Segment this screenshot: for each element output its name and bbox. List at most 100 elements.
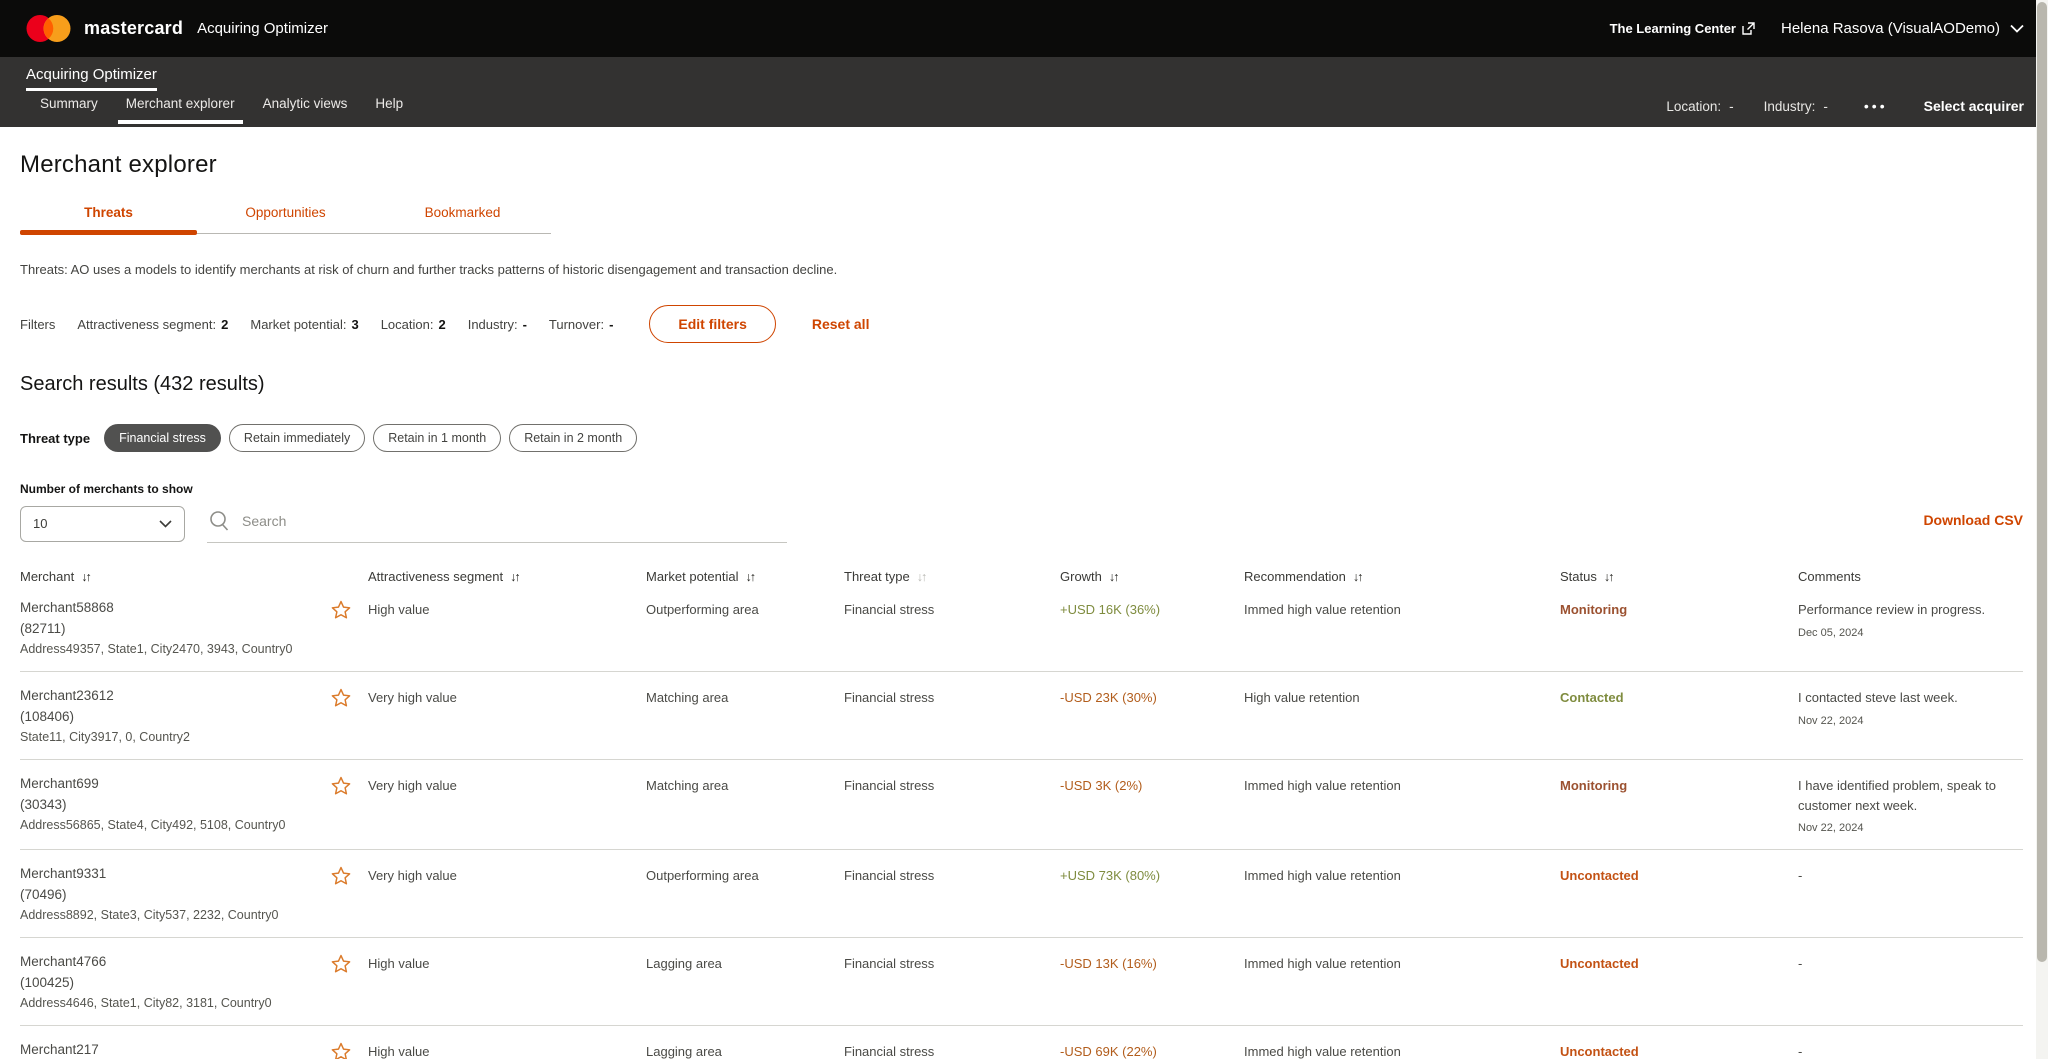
- filter-item-label: Location:: [380, 316, 434, 332]
- threat-type-chip[interactable]: Retain in 1 month: [373, 424, 502, 452]
- merchant-name: Merchant217: [20, 1042, 99, 1058]
- threat-type-chip[interactable]: Financial stress: [104, 424, 221, 452]
- download-csv-link[interactable]: Download CSV: [1923, 512, 2023, 528]
- filter-item-label: Industry:: [467, 316, 518, 332]
- merchant-address: Address4646, State1, City82, 3181, Count…: [20, 996, 272, 1010]
- threat-type-chips: Financial stress Retain immediately Retain…: [104, 424, 645, 452]
- status-cell: Uncontacted: [1560, 1044, 1639, 1059]
- sub-nav-row: Summary Merchant explorer Analytic views He…: [26, 91, 2024, 124]
- filter-item-label: Attractiveness segment:: [77, 316, 217, 332]
- column-header-recommendation[interactable]: Recommendation ↓↑: [1244, 569, 1560, 584]
- bookmark-star-icon[interactable]: [330, 686, 368, 712]
- status-cell: Uncontacted: [1560, 867, 1639, 883]
- nav-item-summary[interactable]: Summary: [40, 96, 98, 111]
- merchant-cell: Merchant58868 (82711) Address49357, Stat…: [20, 598, 330, 659]
- vertical-scrollbar-thumb[interactable]: [2037, 2, 2047, 962]
- comment-text: -: [1798, 1044, 1803, 1059]
- market-potential-cell: Matching area: [646, 690, 729, 706]
- comment-text: I have identified problem, speak to cust…: [1798, 778, 1997, 813]
- learning-center-link[interactable]: The Learning Center: [1610, 21, 1755, 36]
- tab-threats[interactable]: Threats: [20, 205, 197, 235]
- column-header-status[interactable]: Status ↓↑: [1560, 569, 1798, 584]
- market-potential-cell: Matching area: [646, 778, 729, 794]
- sort-icon: ↓↑: [1108, 569, 1119, 584]
- filter-item-value: -: [522, 316, 527, 332]
- tab-opportunities[interactable]: Opportunities: [245, 205, 326, 220]
- column-header-market-potential[interactable]: Market potential ↓↑: [646, 569, 844, 584]
- threat-type-cell: Financial stress: [844, 1044, 935, 1059]
- merchant-cell: Merchant23612 (108406) State11, City3917…: [20, 686, 330, 747]
- threat-type-chip[interactable]: Retain in 2 month: [509, 424, 638, 452]
- filters-label: Filters: [20, 316, 56, 332]
- sort-icon: ↓↑: [81, 569, 91, 584]
- select-acquirer-button[interactable]: Select acquirer: [1923, 98, 2024, 114]
- merchant-id: (70496): [20, 886, 67, 902]
- edit-filters-button[interactable]: Edit filters: [649, 305, 776, 343]
- context-industry: Industry: -: [1763, 98, 1828, 114]
- comment-text: -: [1798, 956, 1803, 972]
- bookmark-star-icon[interactable]: [330, 774, 368, 800]
- merchant-id: (82711): [20, 620, 66, 636]
- search-results-heading: Search results (432 results): [20, 373, 265, 395]
- merchant-address: Address56865, State4, City492, 5108, Cou…: [20, 818, 286, 833]
- market-potential-cell: Outperforming area: [646, 867, 759, 883]
- merchant-id: (30343): [20, 797, 67, 813]
- learning-center-label: The Learning Center: [1609, 21, 1736, 36]
- column-header-label: Market potential: [646, 569, 739, 584]
- attractiveness-cell: High value: [368, 956, 430, 972]
- bookmark-star-icon[interactable]: [330, 1040, 368, 1059]
- merchant-name: Merchant58868: [20, 600, 114, 615]
- column-header-merchant[interactable]: Merchant ↓↑: [20, 569, 330, 584]
- column-header-label: Growth: [1060, 569, 1102, 584]
- recommendation-cell: Immed high value retention: [1244, 602, 1401, 617]
- vertical-scrollbar-track[interactable]: [2036, 0, 2048, 1059]
- comment-date: Dec 05, 2024: [1798, 626, 1864, 639]
- recommendation-cell: Immed high value retention: [1244, 778, 1401, 794]
- market-potential-cell: Outperforming area: [646, 602, 759, 617]
- growth-cell: +USD 16K (36%): [1060, 602, 1161, 617]
- merchants-count-select[interactable]: 10: [20, 505, 185, 542]
- sort-icon: ↓↑: [1352, 569, 1363, 584]
- merchant-cell: Merchant699 (30343) Address56865, State4…: [20, 774, 330, 835]
- filter-item-value: 2: [438, 316, 446, 332]
- table-body: Merchant58868 (82711) Address49357, Stat…: [20, 584, 2023, 1059]
- column-header-label: Recommendation: [1244, 569, 1346, 584]
- bookmark-star-icon[interactable]: [330, 864, 368, 890]
- filter-items: Attractiveness segment: 2 Market potentia…: [77, 317, 635, 332]
- bookmark-star-icon[interactable]: [330, 598, 368, 624]
- table-row: Merchant699 (30343) Address56865, State4…: [20, 760, 2023, 850]
- growth-cell: +USD 73K (80%): [1060, 867, 1161, 883]
- merchant-name: Merchant4766: [20, 954, 107, 970]
- table-row: Merchant4766 (100425) Address4646, State…: [20, 938, 2023, 1027]
- tab-bookmarked[interactable]: Bookmarked: [424, 205, 501, 220]
- column-header-attractiveness-segment[interactable]: Attractiveness segment ↓↑: [368, 569, 646, 584]
- status-cell: Monitoring: [1560, 778, 1628, 794]
- page-title: Merchant explorer: [20, 151, 217, 178]
- growth-cell: -USD 13K (16%): [1060, 956, 1157, 972]
- comments-cell: I have identified problem, speak to cust…: [1798, 774, 2023, 837]
- comments-cell: I contacted steve last week. Nov 22, 202…: [1798, 686, 2023, 729]
- product-tab-acquiring-optimizer[interactable]: Acquiring Optimizer: [26, 57, 157, 91]
- user-menu[interactable]: Helena Rasova (VisualAODemo): [1781, 20, 2024, 37]
- attractiveness-cell: Very high value: [368, 778, 457, 794]
- nav-item-merchant-explorer[interactable]: Merchant explorer: [112, 96, 249, 124]
- search-input[interactable]: [242, 513, 785, 529]
- column-header-threat-type[interactable]: Threat type ↓↑: [844, 569, 1060, 584]
- bookmark-star-icon[interactable]: [330, 952, 368, 978]
- table-controls-row: 10 Download CSV: [20, 504, 2023, 543]
- external-link-icon: [1742, 22, 1755, 35]
- column-header-growth[interactable]: Growth ↓↑: [1060, 569, 1244, 584]
- product-tab-label: Acquiring Optimizer: [26, 66, 157, 91]
- threat-type-chip[interactable]: Retain immediately: [228, 424, 366, 452]
- more-options-icon[interactable]: •••: [1863, 98, 1888, 114]
- reset-all-button[interactable]: Reset all: [811, 316, 870, 332]
- market-potential-cell: Lagging area: [646, 1044, 722, 1059]
- merchant-name: Merchant9331: [20, 865, 107, 881]
- nav-item-help[interactable]: Help: [375, 96, 404, 111]
- column-header-comments[interactable]: Comments: [1798, 569, 2023, 584]
- comments-cell: -: [1798, 952, 2023, 974]
- filter-item: Attractiveness segment: 2: [77, 317, 228, 332]
- merchant-address: State11, City3917, 0, Country2: [20, 730, 191, 745]
- nav-item-analytic-views[interactable]: Analytic views: [262, 96, 348, 111]
- top-bar-right: The Learning Center Helena Rasova (Visua…: [1610, 20, 2024, 37]
